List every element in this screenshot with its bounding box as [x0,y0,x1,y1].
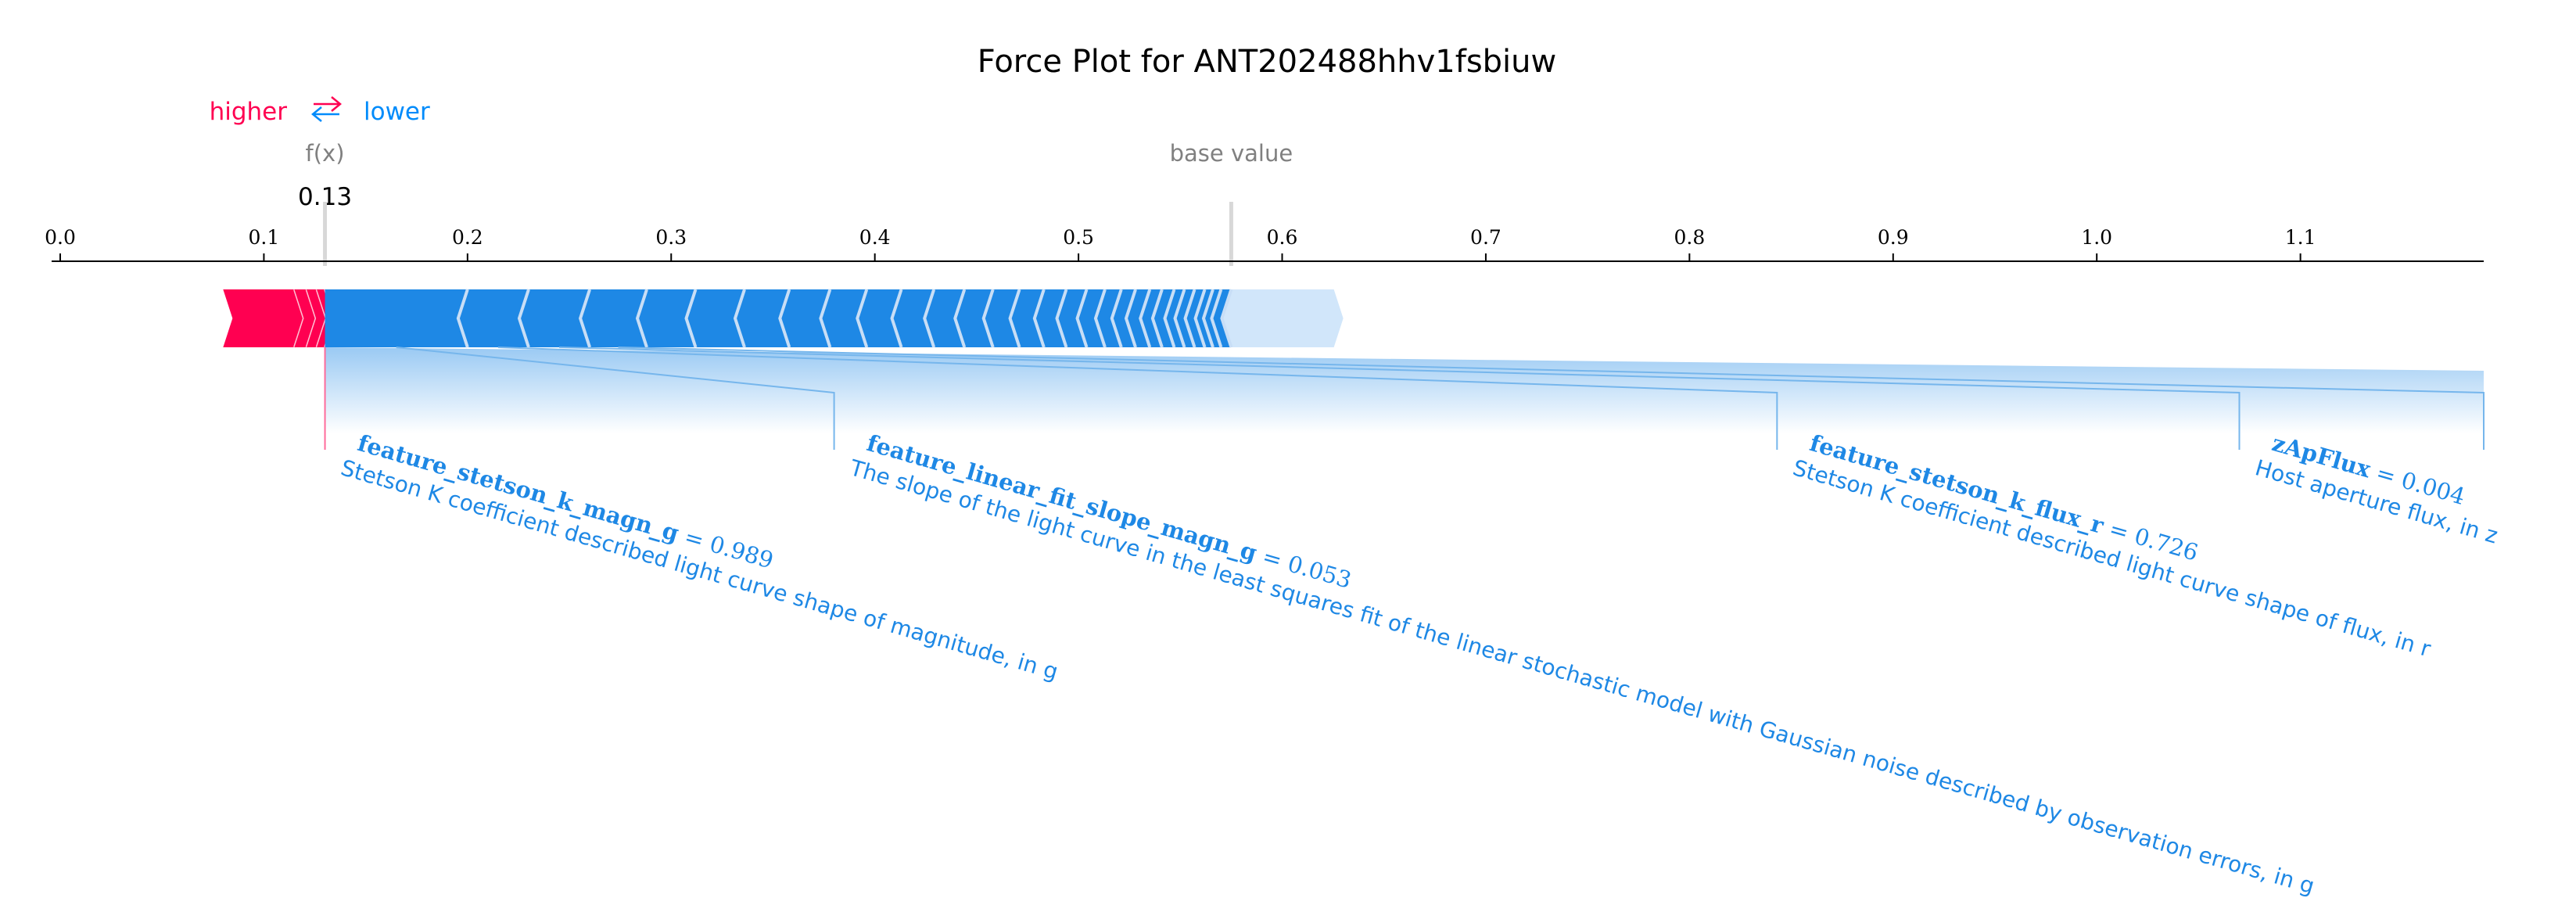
shadow-fade [325,347,2485,433]
x-tick-label: 1.1 [2285,226,2316,249]
feature-connectors [324,347,2485,450]
negative-bar [325,289,1232,347]
fx-label: f(x) [306,140,345,167]
negative-separator [1093,289,1107,348]
feature-labels: feature_stetson_k_magn_g = 0.989Stetson … [338,429,2501,899]
negative-separator [1139,289,1152,348]
feature-connector [396,347,835,450]
negative-separator [1201,289,1214,348]
negative-separator [733,289,746,348]
x-tick-label: 1.0 [2081,226,2112,249]
x-tick-label: 0.3 [655,226,687,249]
base-value-label: base value [1170,140,1293,167]
negative-separator [456,289,469,348]
negative-separator [1150,289,1164,348]
negative-separator [1193,289,1207,348]
feature-connector [497,347,1778,450]
positive-segment [223,289,304,347]
negative-separator [1163,289,1176,348]
swap-arrows-icon [311,96,342,122]
x-axis-ticks: 0.0 0.1 0.2 0.3 0.4 0.5 0.6 0.7 0.8 0.9 1.0 1.1 [45,226,2316,261]
x-tick-label: 0.4 [859,226,891,249]
negative-separator [890,289,903,348]
negative-separator [1075,289,1089,348]
negative-separator [1173,289,1186,348]
negative-separator [1032,289,1046,348]
x-tick-label: 0.0 [45,226,76,249]
feature-label: feature_linear_fit_slope_magn_g = 0.053T… [846,429,2317,899]
x-tick-label: 0.2 [452,226,483,249]
x-tick-label: 0.7 [1470,226,1501,249]
negative-separator [953,289,967,348]
negative-separator [981,289,995,348]
negative-separator [684,289,698,348]
feature-connector [618,347,2485,450]
x-tick-label: 0.5 [1063,226,1094,249]
negative-separator [1055,289,1068,348]
negative-separator [1220,289,1233,348]
feature-name-value: feature_linear_fit_slope_magn_g = 0.053 [864,429,1354,594]
negative-separator [856,289,869,348]
negative-separator [1110,289,1123,348]
negative-separator [1124,289,1137,348]
negative-separator [923,289,936,348]
negative-separator [517,289,530,348]
legend-lower: lower [364,98,430,126]
negative-separator [635,289,648,348]
force-bars [223,289,1344,348]
negative-separator [1008,289,1021,348]
legend-higher: higher [210,98,288,126]
x-tick-label: 0.9 [1878,226,1909,249]
negative-separator [778,289,791,348]
negative-separator [1183,289,1197,348]
x-tick-label: 0.1 [249,226,280,249]
x-tick-label: 0.8 [1674,226,1705,249]
negative-separator [1210,289,1223,348]
chart-title: Force Plot for ANT202488hhv1fsbiuw [978,44,1557,80]
negative-separator [578,289,591,348]
negative-separator [819,289,832,348]
feature-connector [559,347,2241,450]
x-tick-label: 0.6 [1267,226,1298,249]
